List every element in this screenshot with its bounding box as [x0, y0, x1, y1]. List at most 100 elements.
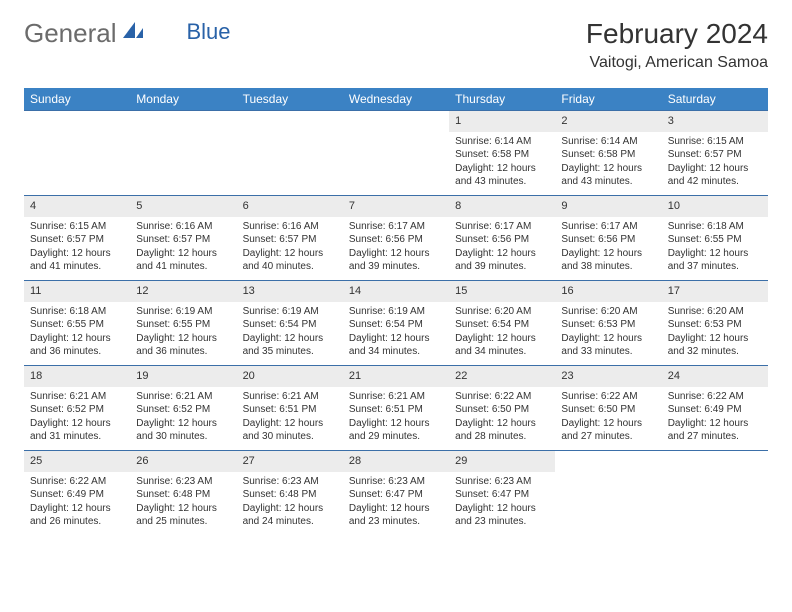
day-number: 15: [449, 281, 555, 302]
sunrise-text: Sunrise: 6:22 AM: [668, 390, 762, 404]
sunrise-text: Sunrise: 6:23 AM: [243, 475, 337, 489]
sunset-text: Sunset: 6:51 PM: [349, 403, 443, 417]
day-body: Sunrise: 6:20 AMSunset: 6:53 PMDaylight:…: [662, 302, 768, 363]
day-cell: 28Sunrise: 6:23 AMSunset: 6:47 PMDayligh…: [343, 451, 449, 535]
sunrise-text: Sunrise: 6:15 AM: [30, 220, 124, 234]
sunrise-text: Sunrise: 6:14 AM: [455, 135, 549, 149]
day-header: Friday: [555, 88, 661, 110]
sunset-text: Sunset: 6:49 PM: [30, 488, 124, 502]
day-body: Sunrise: 6:22 AMSunset: 6:50 PMDaylight:…: [555, 387, 661, 448]
day-body: Sunrise: 6:19 AMSunset: 6:55 PMDaylight:…: [130, 302, 236, 363]
sunrise-text: Sunrise: 6:21 AM: [30, 390, 124, 404]
day-number: 20: [237, 366, 343, 387]
day-body: Sunrise: 6:19 AMSunset: 6:54 PMDaylight:…: [343, 302, 449, 363]
sunset-text: Sunset: 6:55 PM: [136, 318, 230, 332]
day-number: 1: [449, 111, 555, 132]
sunset-text: Sunset: 6:53 PM: [668, 318, 762, 332]
day-cell: 12Sunrise: 6:19 AMSunset: 6:55 PMDayligh…: [130, 281, 236, 365]
logo-word1: General: [24, 18, 117, 49]
day-body: Sunrise: 6:21 AMSunset: 6:52 PMDaylight:…: [130, 387, 236, 448]
day-number: 25: [24, 451, 130, 472]
sunrise-text: Sunrise: 6:23 AM: [455, 475, 549, 489]
sunset-text: Sunset: 6:53 PM: [561, 318, 655, 332]
daylight-text: Daylight: 12 hours and 25 minutes.: [136, 502, 230, 529]
sunset-text: Sunset: 6:55 PM: [668, 233, 762, 247]
day-number: 7: [343, 196, 449, 217]
day-headers-row: SundayMondayTuesdayWednesdayThursdayFrid…: [24, 88, 768, 110]
day-cell: 11Sunrise: 6:18 AMSunset: 6:55 PMDayligh…: [24, 281, 130, 365]
day-cell: 7Sunrise: 6:17 AMSunset: 6:56 PMDaylight…: [343, 196, 449, 280]
logo-sail-icon: [121, 18, 145, 49]
sunset-text: Sunset: 6:52 PM: [136, 403, 230, 417]
empty-cell: [662, 451, 768, 535]
day-cell: 23Sunrise: 6:22 AMSunset: 6:50 PMDayligh…: [555, 366, 661, 450]
day-header: Saturday: [662, 88, 768, 110]
empty-cell: [24, 111, 130, 195]
daylight-text: Daylight: 12 hours and 28 minutes.: [455, 417, 549, 444]
sunset-text: Sunset: 6:50 PM: [561, 403, 655, 417]
day-cell: 18Sunrise: 6:21 AMSunset: 6:52 PMDayligh…: [24, 366, 130, 450]
day-number: 9: [555, 196, 661, 217]
week-row: 18Sunrise: 6:21 AMSunset: 6:52 PMDayligh…: [24, 365, 768, 450]
sunset-text: Sunset: 6:56 PM: [349, 233, 443, 247]
day-cell: 19Sunrise: 6:21 AMSunset: 6:52 PMDayligh…: [130, 366, 236, 450]
day-cell: 22Sunrise: 6:22 AMSunset: 6:50 PMDayligh…: [449, 366, 555, 450]
sunrise-text: Sunrise: 6:22 AM: [30, 475, 124, 489]
day-number: 5: [130, 196, 236, 217]
daylight-text: Daylight: 12 hours and 39 minutes.: [349, 247, 443, 274]
day-cell: 25Sunrise: 6:22 AMSunset: 6:49 PMDayligh…: [24, 451, 130, 535]
week-row: 4Sunrise: 6:15 AMSunset: 6:57 PMDaylight…: [24, 195, 768, 280]
sunrise-text: Sunrise: 6:17 AM: [455, 220, 549, 234]
sunset-text: Sunset: 6:48 PM: [243, 488, 337, 502]
daylight-text: Daylight: 12 hours and 27 minutes.: [668, 417, 762, 444]
day-body: Sunrise: 6:20 AMSunset: 6:54 PMDaylight:…: [449, 302, 555, 363]
day-cell: 9Sunrise: 6:17 AMSunset: 6:56 PMDaylight…: [555, 196, 661, 280]
sunrise-text: Sunrise: 6:20 AM: [668, 305, 762, 319]
sunset-text: Sunset: 6:54 PM: [243, 318, 337, 332]
day-cell: 15Sunrise: 6:20 AMSunset: 6:54 PMDayligh…: [449, 281, 555, 365]
day-body: Sunrise: 6:19 AMSunset: 6:54 PMDaylight:…: [237, 302, 343, 363]
day-body: Sunrise: 6:22 AMSunset: 6:50 PMDaylight:…: [449, 387, 555, 448]
daylight-text: Daylight: 12 hours and 38 minutes.: [561, 247, 655, 274]
daylight-text: Daylight: 12 hours and 23 minutes.: [349, 502, 443, 529]
day-body: Sunrise: 6:17 AMSunset: 6:56 PMDaylight:…: [555, 217, 661, 278]
daylight-text: Daylight: 12 hours and 43 minutes.: [561, 162, 655, 189]
day-number: 27: [237, 451, 343, 472]
daylight-text: Daylight: 12 hours and 29 minutes.: [349, 417, 443, 444]
day-number: 21: [343, 366, 449, 387]
day-number: 2: [555, 111, 661, 132]
sunrise-text: Sunrise: 6:20 AM: [561, 305, 655, 319]
day-number: 14: [343, 281, 449, 302]
daylight-text: Daylight: 12 hours and 27 minutes.: [561, 417, 655, 444]
sunrise-text: Sunrise: 6:18 AM: [30, 305, 124, 319]
daylight-text: Daylight: 12 hours and 23 minutes.: [455, 502, 549, 529]
daylight-text: Daylight: 12 hours and 30 minutes.: [136, 417, 230, 444]
sunrise-text: Sunrise: 6:16 AM: [243, 220, 337, 234]
day-body: Sunrise: 6:23 AMSunset: 6:48 PMDaylight:…: [130, 472, 236, 533]
day-cell: 21Sunrise: 6:21 AMSunset: 6:51 PMDayligh…: [343, 366, 449, 450]
day-body: Sunrise: 6:21 AMSunset: 6:51 PMDaylight:…: [237, 387, 343, 448]
week-row: 11Sunrise: 6:18 AMSunset: 6:55 PMDayligh…: [24, 280, 768, 365]
day-header: Sunday: [24, 88, 130, 110]
daylight-text: Daylight: 12 hours and 37 minutes.: [668, 247, 762, 274]
day-cell: 26Sunrise: 6:23 AMSunset: 6:48 PMDayligh…: [130, 451, 236, 535]
sunset-text: Sunset: 6:50 PM: [455, 403, 549, 417]
sunset-text: Sunset: 6:56 PM: [561, 233, 655, 247]
day-number: 13: [237, 281, 343, 302]
day-cell: 10Sunrise: 6:18 AMSunset: 6:55 PMDayligh…: [662, 196, 768, 280]
sunrise-text: Sunrise: 6:19 AM: [136, 305, 230, 319]
daylight-text: Daylight: 12 hours and 33 minutes.: [561, 332, 655, 359]
day-cell: 17Sunrise: 6:20 AMSunset: 6:53 PMDayligh…: [662, 281, 768, 365]
day-number: 18: [24, 366, 130, 387]
sunrise-text: Sunrise: 6:19 AM: [349, 305, 443, 319]
daylight-text: Daylight: 12 hours and 34 minutes.: [349, 332, 443, 359]
day-body: Sunrise: 6:15 AMSunset: 6:57 PMDaylight:…: [24, 217, 130, 278]
daylight-text: Daylight: 12 hours and 36 minutes.: [30, 332, 124, 359]
title-block: February 2024 Vaitogi, American Samoa: [586, 18, 768, 72]
empty-cell: [555, 451, 661, 535]
day-body: Sunrise: 6:20 AMSunset: 6:53 PMDaylight:…: [555, 302, 661, 363]
day-body: Sunrise: 6:23 AMSunset: 6:48 PMDaylight:…: [237, 472, 343, 533]
empty-cell: [343, 111, 449, 195]
day-body: Sunrise: 6:16 AMSunset: 6:57 PMDaylight:…: [237, 217, 343, 278]
day-body: Sunrise: 6:14 AMSunset: 6:58 PMDaylight:…: [449, 132, 555, 193]
